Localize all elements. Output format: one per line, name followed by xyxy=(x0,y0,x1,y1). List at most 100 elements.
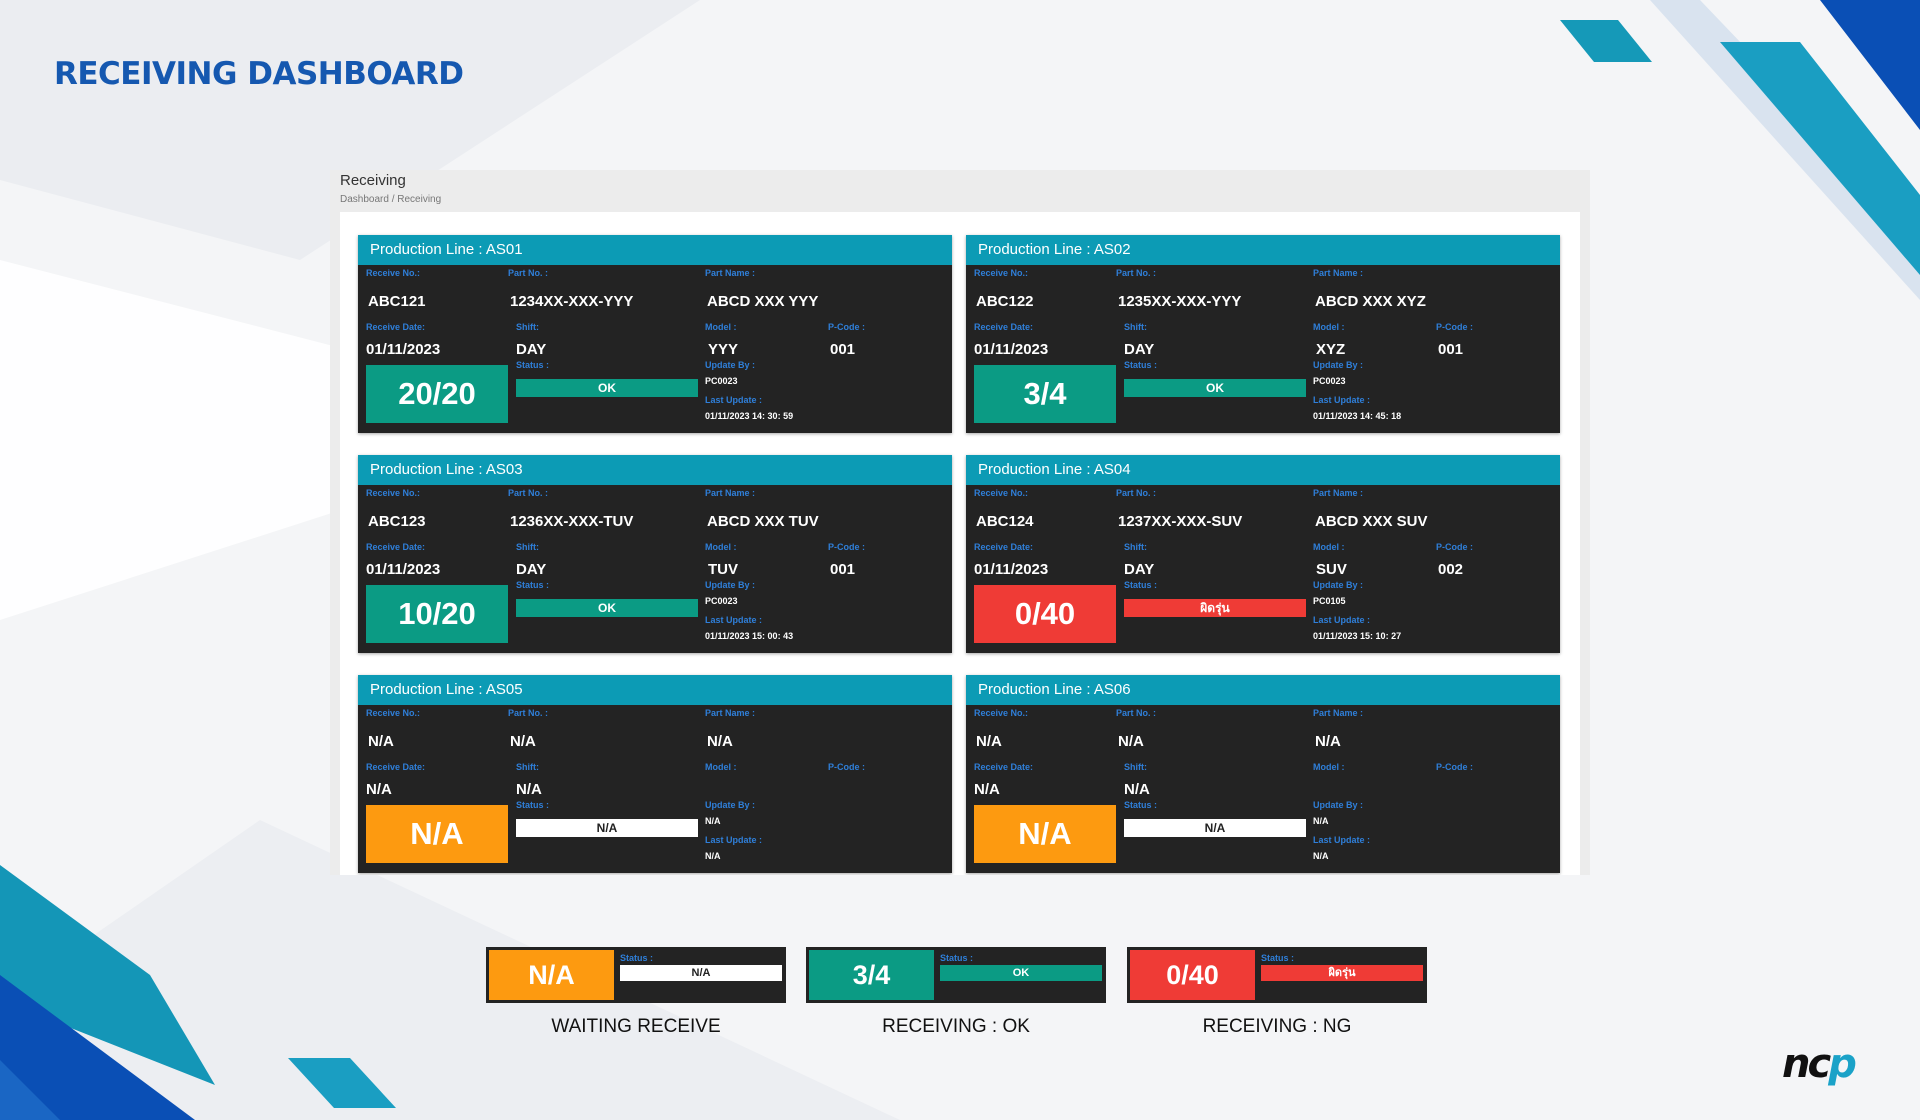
card-header: Production Line : AS06 xyxy=(966,675,1560,705)
pcode-label: P-Code : xyxy=(1436,762,1473,772)
update-by-label: Update By : xyxy=(1313,580,1364,590)
part-no-value: 1236XX-XXX-TUV xyxy=(510,513,634,530)
shift-value: N/A xyxy=(1124,781,1150,798)
part-no-label: Part No. : xyxy=(1116,268,1157,278)
receive-no-value: ABC122 xyxy=(976,293,1034,310)
part-name-value: ABCD XXX XYZ xyxy=(1315,293,1426,310)
pcode-value: 001 xyxy=(1438,341,1464,358)
pcode-label: P-Code : xyxy=(828,542,865,552)
last-update-value: N/A xyxy=(1313,851,1329,861)
part-no-value: 1234XX-XXX-YYY xyxy=(510,293,634,310)
legend-status-label: Status : xyxy=(940,953,974,963)
status-label: Status : xyxy=(516,580,550,590)
update-by-value: PC0023 xyxy=(705,376,738,386)
model-value: SUV xyxy=(1316,561,1347,578)
logo-text-part1: nc xyxy=(1782,1041,1831,1087)
receive-date-value: 01/11/2023 xyxy=(974,341,1049,358)
pcode-label: P-Code : xyxy=(1436,322,1473,332)
legend-item: 3/4 Status : OK xyxy=(806,947,1106,1003)
receive-date-label: Receive Date: xyxy=(366,762,426,772)
last-update-value: 01/11/2023 15: 00: 43 xyxy=(705,631,794,641)
receive-no-value: N/A xyxy=(976,733,1002,750)
production-line-card[interactable]: Production Line : AS06 Receive No.: N/A Par… xyxy=(966,675,1560,873)
update-by-label: Update By : xyxy=(1313,800,1364,810)
part-name-value: ABCD XXX TUV xyxy=(707,513,819,530)
status-label: Status : xyxy=(516,800,550,810)
model-label: Model : xyxy=(705,322,737,332)
receive-no-value: ABC121 xyxy=(368,293,426,310)
part-no-label: Part No. : xyxy=(1116,708,1157,718)
model-label: Model : xyxy=(705,762,737,772)
part-name-label: Part Name : xyxy=(1313,488,1364,498)
legend-item: N/A Status : N/A xyxy=(486,947,786,1003)
shift-value: DAY xyxy=(516,341,547,358)
shift-label: Shift: xyxy=(516,322,539,332)
receive-date-value: 01/11/2023 xyxy=(974,561,1049,578)
model-value: XYZ xyxy=(1316,341,1346,358)
status-badge: ผิดรุ่น xyxy=(1124,599,1306,617)
receive-date-value: 01/11/2023 xyxy=(366,341,441,358)
part-name-label: Part Name : xyxy=(1313,708,1364,718)
part-name-label: Part Name : xyxy=(705,708,756,718)
last-update-label: Last Update : xyxy=(1313,615,1371,625)
part-name-label: Part Name : xyxy=(705,488,756,498)
legend-quantity: 3/4 xyxy=(809,950,934,1000)
pcode-value: 002 xyxy=(1438,561,1464,578)
legend-quantity: 0/40 xyxy=(1130,950,1255,1000)
quantity-box: 0/40 xyxy=(974,585,1116,643)
last-update-value: 01/11/2023 14: 45: 18 xyxy=(1313,411,1402,421)
quantity-box: 3/4 xyxy=(974,365,1116,423)
breadcrumb[interactable]: Dashboard / Receiving xyxy=(340,194,442,205)
status-badge: N/A xyxy=(1124,819,1306,837)
window-title: Receiving xyxy=(340,172,406,189)
part-name-value: ABCD XXX SUV xyxy=(1315,513,1428,530)
production-line-card[interactable]: Production Line : AS01 Receive No.: ABC121… xyxy=(358,235,952,433)
receive-no-value: ABC124 xyxy=(976,513,1034,530)
part-name-label: Part Name : xyxy=(705,268,756,278)
shift-value: N/A xyxy=(516,781,542,798)
receive-no-label: Receive No.: xyxy=(366,268,421,278)
receive-no-label: Receive No.: xyxy=(366,708,421,718)
legend-status-label: Status : xyxy=(620,953,654,963)
legend-status-label: Status : xyxy=(1261,953,1295,963)
part-no-label: Part No. : xyxy=(508,268,549,278)
part-no-value: 1235XX-XXX-YYY xyxy=(1118,293,1242,310)
receive-no-label: Receive No.: xyxy=(974,708,1029,718)
last-update-label: Last Update : xyxy=(705,615,763,625)
production-line-card[interactable]: Production Line : AS04 Receive No.: ABC124… xyxy=(966,455,1560,653)
update-by-value: PC0105 xyxy=(1313,596,1346,606)
card-header: Production Line : AS02 xyxy=(966,235,1560,265)
receive-date-label: Receive Date: xyxy=(366,542,426,552)
last-update-label: Last Update : xyxy=(1313,395,1371,405)
status-badge: OK xyxy=(516,379,698,397)
part-no-label: Part No. : xyxy=(1116,488,1157,498)
production-line-cards: Production Line : AS01 Receive No.: ABC121… xyxy=(358,235,1560,875)
logo-text-part2: p xyxy=(1828,1041,1857,1087)
model-label: Model : xyxy=(705,542,737,552)
legend-item: 0/40 Status : ผิดรุ่น xyxy=(1127,947,1427,1003)
legend-quantity: N/A xyxy=(489,950,614,1000)
last-update-label: Last Update : xyxy=(705,395,763,405)
legend-caption: RECEIVING : OK xyxy=(882,1016,1030,1037)
receive-date-value: N/A xyxy=(366,781,392,798)
shift-label: Shift: xyxy=(516,762,539,772)
production-line-card[interactable]: Production Line : AS02 Receive No.: ABC122… xyxy=(966,235,1560,433)
card-header: Production Line : AS01 xyxy=(358,235,952,265)
quantity-box: N/A xyxy=(974,805,1116,863)
last-update-value: 01/11/2023 15: 10: 27 xyxy=(1313,631,1402,641)
production-line-card[interactable]: Production Line : AS05 Receive No.: N/A Par… xyxy=(358,675,952,873)
receive-date-label: Receive Date: xyxy=(366,322,426,332)
model-value: TUV xyxy=(708,561,738,578)
update-by-value: PC0023 xyxy=(705,596,738,606)
receive-date-label: Receive Date: xyxy=(974,322,1034,332)
shift-label: Shift: xyxy=(1124,542,1147,552)
receive-date-value: N/A xyxy=(974,781,1000,798)
status-badge: OK xyxy=(516,599,698,617)
pcode-label: P-Code : xyxy=(828,322,865,332)
model-label: Model : xyxy=(1313,322,1345,332)
production-line-card[interactable]: Production Line : AS03 Receive No.: ABC123… xyxy=(358,455,952,653)
card-header: Production Line : AS04 xyxy=(966,455,1560,485)
card-header: Production Line : AS03 xyxy=(358,455,952,485)
part-no-label: Part No. : xyxy=(508,708,549,718)
receive-date-label: Receive Date: xyxy=(974,762,1034,772)
